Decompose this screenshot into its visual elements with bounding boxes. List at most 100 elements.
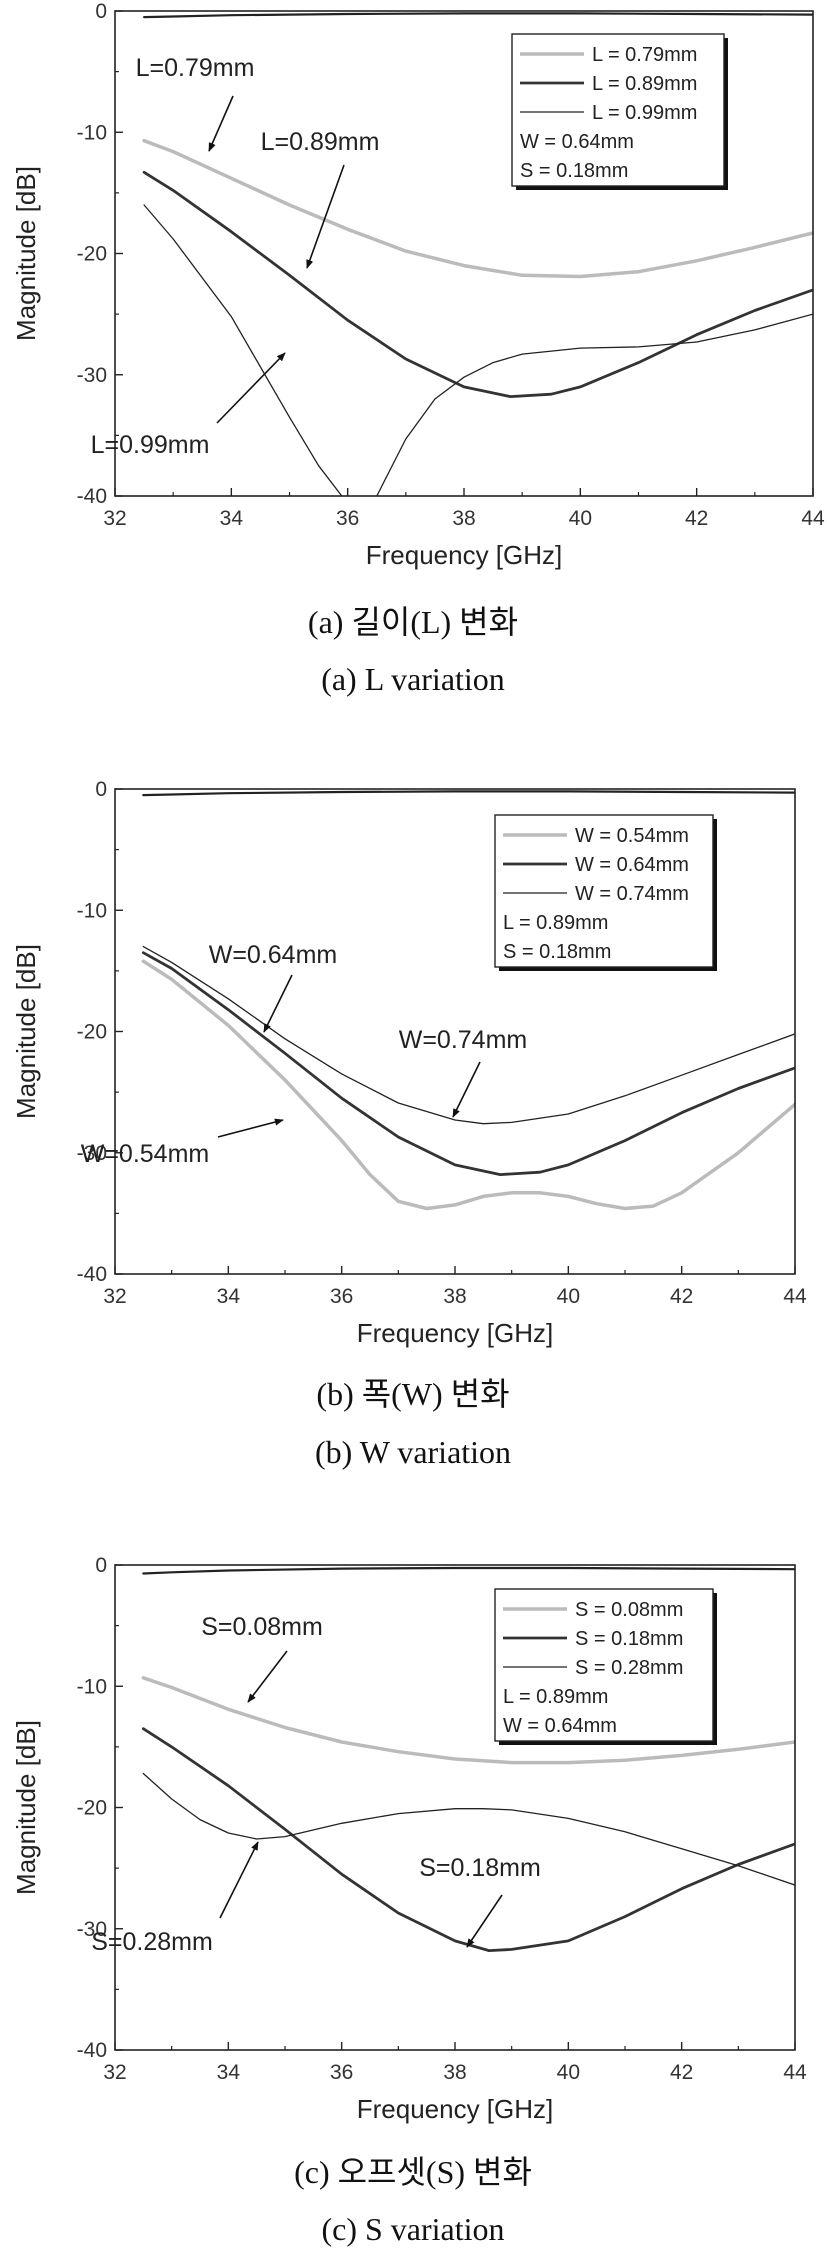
legend-entry-label: W = 0.64mm bbox=[575, 854, 689, 876]
x-tick-label: 34 bbox=[217, 1285, 241, 1308]
legend-entry-label: S = 0.08mm bbox=[575, 1599, 683, 1621]
annotation-label: W=0.64mm bbox=[209, 941, 338, 969]
y-tick-label: -10 bbox=[77, 899, 107, 922]
annotation-arrow bbox=[219, 1841, 259, 1919]
caption-english: (a) L variation bbox=[321, 661, 505, 697]
annotation-label: L=0.89mm bbox=[261, 128, 380, 156]
caption-english: (c) S variation bbox=[321, 2211, 504, 2247]
x-tick-label: 32 bbox=[103, 507, 126, 530]
annotation-label: W=0.54mm bbox=[81, 1140, 210, 1168]
legend-entry-label: S = 0.28mm bbox=[575, 1657, 683, 1679]
x-tick-label: 32 bbox=[103, 2061, 126, 2084]
series-line-4 bbox=[142, 1566, 795, 1575]
y-axis-label: Magnitude [dB] bbox=[11, 944, 41, 1119]
x-tick-label: 38 bbox=[443, 1285, 466, 1308]
series-line-1 bbox=[141, 959, 795, 1211]
series-line-2 bbox=[142, 170, 813, 398]
x-tick-label: 38 bbox=[452, 507, 475, 530]
legend-note: S = 0.18mm bbox=[520, 160, 628, 182]
y-axis-label: Magnitude [dB] bbox=[11, 1720, 41, 1895]
y-tick-label: -30 bbox=[77, 1142, 107, 1165]
legend-entry-label: W = 0.54mm bbox=[575, 825, 689, 847]
y-tick-label: 0 bbox=[95, 778, 107, 801]
annotation-label: W=0.74mm bbox=[399, 1026, 528, 1054]
annotation-label: S=0.18mm bbox=[419, 1854, 541, 1882]
series-line-1 bbox=[141, 1676, 795, 1765]
legend-note: S = 0.18mm bbox=[503, 941, 611, 963]
caption-korean: (b) 폭(W) 변화 bbox=[316, 1376, 509, 1412]
y-tick-label: -40 bbox=[77, 2039, 107, 2062]
series-line-5 bbox=[143, 12, 813, 19]
y-tick-label: -30 bbox=[77, 1918, 107, 1941]
series-line-4 bbox=[142, 790, 795, 797]
x-tick-label: 40 bbox=[557, 2061, 580, 2084]
legend-note: L = 0.89mm bbox=[503, 1686, 608, 1708]
y-tick-label: -40 bbox=[77, 485, 107, 508]
annotation-label: L=0.99mm bbox=[91, 431, 210, 459]
legend: L = 0.79mm L = 0.89mm L = 0.99mm W = 0.64mm… bbox=[511, 33, 728, 190]
x-tick-label: 42 bbox=[670, 1285, 693, 1308]
annotation-arrow bbox=[263, 974, 293, 1033]
series-line-3 bbox=[142, 1772, 795, 1886]
x-tick-label: 40 bbox=[569, 507, 592, 530]
x-tick-label: 44 bbox=[801, 507, 825, 530]
legend-note: W = 0.64mm bbox=[503, 1715, 617, 1737]
legend-entry-label: S = 0.18mm bbox=[575, 1628, 683, 1650]
x-tick-label: 36 bbox=[330, 2061, 353, 2084]
x-tick-label: 40 bbox=[557, 1285, 580, 1308]
caption-korean: (c) 오프셋(S) 변화 bbox=[294, 2154, 532, 2190]
legend-box bbox=[494, 814, 714, 968]
chart-panel-1: 32 34 36 38 40 42 44 0 -10 -20 -30 -40 Frequency [GH… bbox=[11, 0, 825, 697]
legend-note: W = 0.64mm bbox=[520, 131, 634, 153]
y-tick-label: -20 bbox=[77, 1797, 107, 1820]
legend-box bbox=[494, 1588, 714, 1742]
x-tick-label: 34 bbox=[220, 507, 244, 530]
legend-box bbox=[511, 33, 725, 187]
annotation-label: L=0.79mm bbox=[136, 54, 255, 82]
series-line-2 bbox=[141, 951, 795, 1176]
y-axis-label: Magnitude [dB] bbox=[11, 166, 41, 341]
annotation-arrow bbox=[208, 95, 234, 152]
series-group bbox=[141, 790, 795, 1211]
y-tick-label: -20 bbox=[77, 243, 107, 266]
legend-entry-label: L = 0.99mm bbox=[592, 102, 697, 124]
y-tick-label: 0 bbox=[95, 1554, 107, 1577]
y-tick-label: -10 bbox=[77, 121, 107, 144]
series-group bbox=[142, 12, 813, 496]
series-line-1 bbox=[142, 138, 813, 279]
caption-korean: (a) 길이(L) 변화 bbox=[308, 604, 518, 640]
x-tick-label: 44 bbox=[783, 1285, 807, 1308]
y-tick-label: -20 bbox=[77, 1021, 107, 1044]
annotation-arrow bbox=[452, 1061, 481, 1118]
annotation-label: S=0.28mm bbox=[91, 1928, 213, 1956]
legend-entry-label: L = 0.89mm bbox=[592, 73, 697, 95]
x-axis-label: Frequency [GHz] bbox=[357, 1318, 554, 1348]
annotation-label: S=0.08mm bbox=[201, 1613, 323, 1641]
legend-entry-label: W = 0.74mm bbox=[575, 883, 689, 905]
legend-entry-label: L = 0.79mm bbox=[592, 44, 697, 66]
y-tick-label: -40 bbox=[77, 1263, 107, 1286]
x-tick-label: 38 bbox=[443, 2061, 466, 2084]
x-tick-label: 34 bbox=[217, 2061, 241, 2084]
x-tick-label: 42 bbox=[685, 507, 708, 530]
series-line-3 bbox=[143, 204, 343, 496]
series-line-4 bbox=[376, 313, 813, 496]
series-line-2 bbox=[141, 1727, 795, 1952]
x-tick-label: 36 bbox=[336, 507, 359, 530]
legend: W = 0.54mm W = 0.64mm W = 0.74mm L = 0.89mm… bbox=[494, 814, 717, 971]
annotation-arrow bbox=[466, 1894, 503, 1948]
chart-panel-2: 32 34 36 38 40 42 44 0 -10 -20 -30 -40 Frequency [GH… bbox=[11, 778, 807, 1470]
annotation-arrow bbox=[217, 1118, 284, 1138]
y-tick-label: 0 bbox=[95, 0, 107, 23]
x-tick-label: 42 bbox=[670, 2061, 693, 2084]
x-axis-label: Frequency [GHz] bbox=[357, 2094, 554, 2124]
annotation-arrow bbox=[306, 164, 345, 269]
x-axis-label: Frequency [GHz] bbox=[366, 540, 563, 570]
legend-note: L = 0.89mm bbox=[503, 912, 608, 934]
annotation-arrow bbox=[216, 352, 286, 424]
chart-panel-3: 32 34 36 38 40 42 44 0 -10 -20 -30 -40 Frequency [GH… bbox=[11, 1554, 807, 2247]
x-tick-label: 36 bbox=[330, 1285, 353, 1308]
x-tick-label: 44 bbox=[783, 2061, 807, 2084]
y-tick-label: -10 bbox=[77, 1675, 107, 1698]
